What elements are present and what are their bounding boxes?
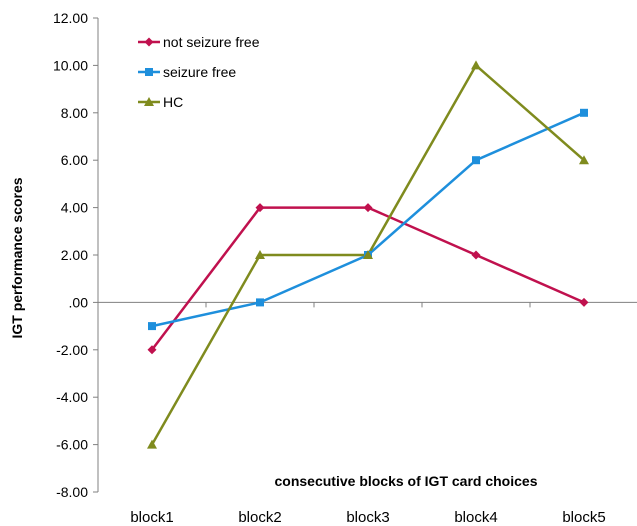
y-axis-title: IGT performance scores xyxy=(9,177,25,338)
data-point xyxy=(255,203,265,213)
legend-label: HC xyxy=(163,94,183,110)
data-point xyxy=(471,60,481,70)
data-point xyxy=(147,345,157,355)
x-tick-labels: block1 block2 block3 block4 block5 xyxy=(130,509,605,526)
x-tick-label: block3 xyxy=(346,509,389,526)
y-tick-label: -8.00 xyxy=(56,484,88,500)
legend-label: seizure free xyxy=(163,64,236,80)
data-point xyxy=(580,108,588,117)
legend: not seizure free seizure free HC xyxy=(138,34,260,110)
data-point xyxy=(147,439,157,449)
legend-marker xyxy=(144,37,154,47)
y-tick-label: 10.00 xyxy=(53,57,88,73)
x-tick-label: block2 xyxy=(238,509,281,526)
data-point xyxy=(579,155,589,165)
y-tick-label: 12.00 xyxy=(53,10,88,26)
x-tick-label: block4 xyxy=(454,509,497,526)
x-axis-title: consecutive blocks of IGT card choices xyxy=(275,473,538,489)
series-lines xyxy=(147,60,589,449)
legend-label: not seizure free xyxy=(163,34,260,50)
data-point xyxy=(148,322,156,331)
y-tick-label: 8.00 xyxy=(61,105,88,121)
series-line xyxy=(151,111,585,328)
y-tick-labels: 12.00 10.00 8.00 6.00 4.00 2.00 .00 -2.00 -4.00 -… xyxy=(53,10,88,500)
legend-marker xyxy=(145,68,153,76)
x-tick-label: block5 xyxy=(562,509,605,526)
data-point xyxy=(255,250,265,259)
y-tick-label: -2.00 xyxy=(56,342,88,358)
data-point xyxy=(363,203,373,213)
y-tick-label: 6.00 xyxy=(61,152,88,168)
y-tick-label: -4.00 xyxy=(56,389,88,405)
data-point xyxy=(472,156,480,165)
x-tick-label: block1 xyxy=(130,509,173,526)
data-point xyxy=(256,298,264,307)
data-point xyxy=(363,250,373,259)
y-tick-label: 2.00 xyxy=(61,247,88,263)
legend-marker xyxy=(144,97,154,106)
data-point xyxy=(579,297,589,307)
y-tick-label: -6.00 xyxy=(56,437,88,453)
data-point xyxy=(471,250,481,260)
y-tick-label: .00 xyxy=(69,294,89,310)
y-tick-label: 4.00 xyxy=(61,200,88,216)
